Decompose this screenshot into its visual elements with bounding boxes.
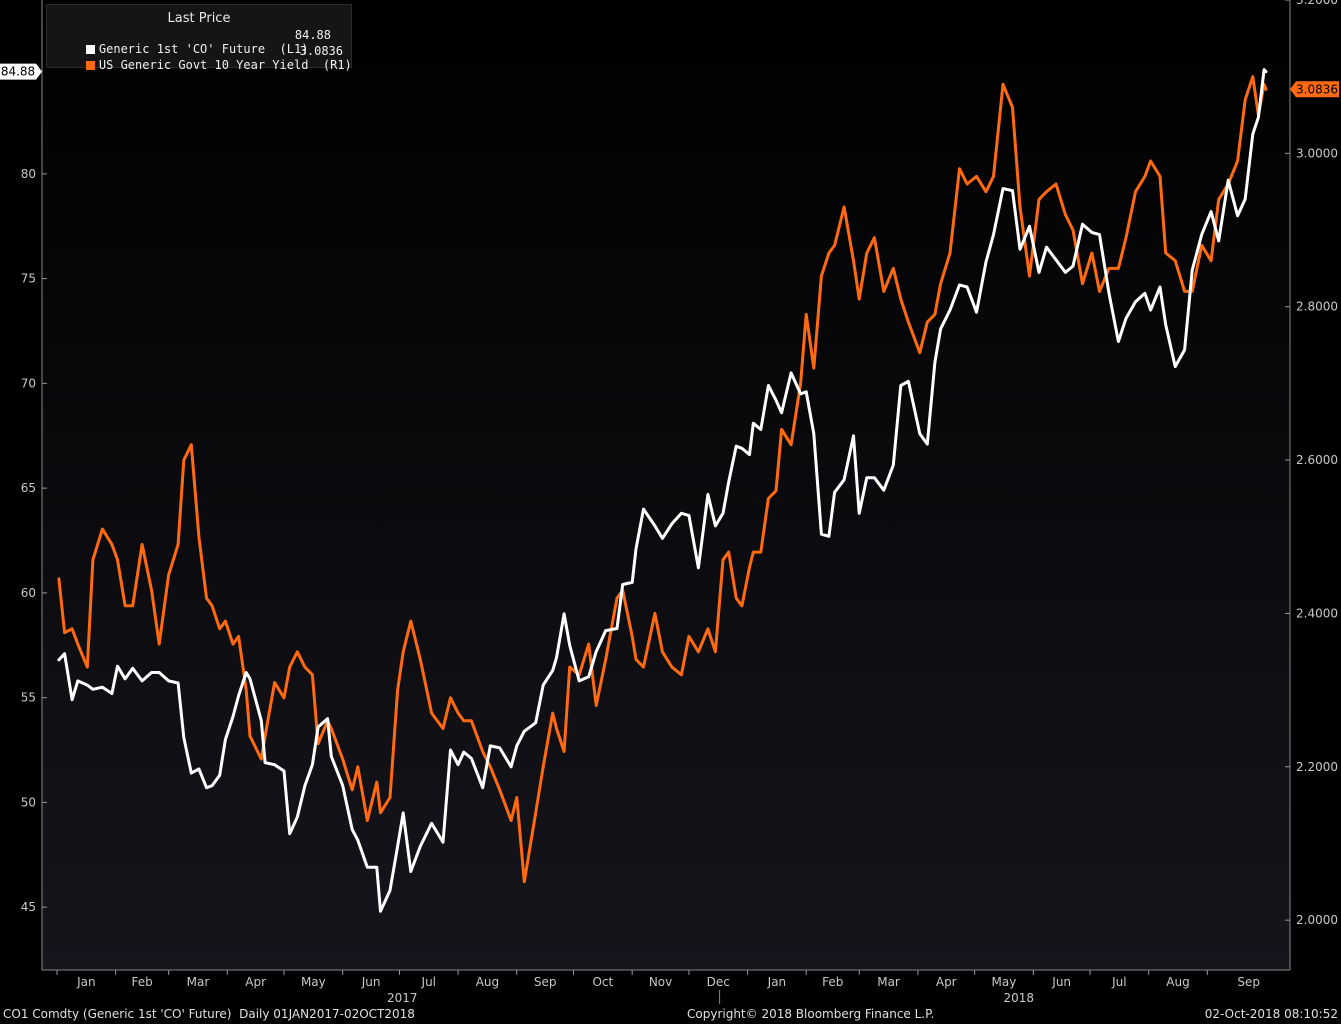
x-axis-ticks: Jan Feb Mar Apr May Jun Jul Aug Sep Oct Nov Dec Jan F…	[56, 970, 1260, 1005]
x-month-label: Jun	[361, 975, 381, 989]
plot-background	[42, 0, 1290, 970]
left-tick-label: 70	[21, 376, 36, 390]
left-tick-label: 80	[21, 167, 36, 181]
left-tick-label: 45	[21, 900, 36, 914]
x-month-label: Aug	[1166, 975, 1189, 989]
legend-entry-yield-value: 3.0836	[299, 44, 343, 58]
x-month-label: Sep	[1237, 975, 1260, 989]
last-value-labels: 84.88 3.0836	[0, 63, 1339, 98]
left-tick-label: 50	[21, 795, 36, 809]
right-last-value-label: 3.0836	[1296, 82, 1338, 96]
series-line-yield	[57, 75, 1268, 884]
x-month-label: Jan	[767, 975, 787, 989]
x-month-label: Aug	[476, 975, 499, 989]
legend-entry-yield: US Generic Govt 10 Year Yield (R1)	[57, 44, 352, 72]
right-axis-ticks: 2.0000 2.2000 2.4000 2.6000 2.8000 3.0000 3.20…	[1285, 0, 1338, 927]
right-tick-label: 3.0000	[1296, 146, 1338, 160]
right-tick-label: 2.2000	[1296, 760, 1338, 774]
left-tick-label: 55	[21, 691, 36, 705]
legend-swatch-orange	[85, 61, 95, 70]
legend-entry-brent: Generic 1st 'CO' Future (L1)	[57, 28, 308, 56]
x-month-label: Sep	[534, 975, 557, 989]
legend-entry-brent-name: Generic 1st 'CO' Future (L1)	[98, 42, 309, 56]
right-tick-label: 2.4000	[1296, 606, 1338, 620]
left-tick-label: 60	[21, 586, 36, 600]
legend-entry-brent-value: 84.88	[294, 28, 331, 42]
x-month-label: Jan	[76, 975, 96, 989]
x-month-label: May	[301, 975, 326, 989]
legend-title: Last Price	[167, 11, 231, 26]
series-layer	[57, 68, 1268, 913]
right-tick-label: 2.6000	[1296, 453, 1338, 467]
legend: Last Price Generic 1st 'CO' Future (L1) …	[46, 4, 352, 72]
left-last-value-box	[0, 63, 42, 80]
left-last-value-label: 84.88	[1, 65, 35, 79]
x-month-label: Apr	[245, 975, 266, 989]
footer-timestamp: 02-Oct-2018 08:10:52	[1204, 1007, 1338, 1021]
legend-entry-yield-name: US Generic Govt 10 Year Yield (R1)	[98, 58, 352, 72]
x-month-label: Mar	[187, 975, 210, 989]
series-line-brent	[57, 68, 1268, 913]
footer-copyright: Copyright© 2018 Bloomberg Finance L.P.	[687, 1007, 935, 1021]
left-tick-label: 65	[21, 481, 36, 495]
x-month-label: May	[992, 975, 1017, 989]
x-month-label: Jun	[1051, 975, 1071, 989]
x-month-label: Oct	[592, 975, 613, 989]
left-tick-label: 75	[21, 272, 36, 286]
legend-swatch-white	[85, 45, 95, 54]
x-month-label: Nov	[649, 975, 672, 989]
footer-security-info: CO1 Comdty (Generic 1st 'CO' Future) Dai…	[3, 1007, 415, 1021]
x-year-label: 2018	[1004, 991, 1035, 1005]
x-month-label: Jul	[421, 975, 436, 989]
x-month-label: Apr	[936, 975, 957, 989]
right-last-value-box	[1290, 81, 1339, 98]
left-axis-ticks: 45 50 55 60 65 70 75 80	[21, 167, 47, 914]
x-year-label: 2017	[387, 991, 418, 1005]
x-month-label: Mar	[877, 975, 900, 989]
right-tick-label: 2.0000	[1296, 913, 1338, 927]
x-month-label: Dec	[707, 975, 730, 989]
x-month-label: Feb	[822, 975, 843, 989]
x-month-label: Feb	[132, 975, 153, 989]
x-month-label: Jul	[1111, 975, 1126, 989]
right-tick-label: 2.8000	[1296, 300, 1338, 314]
right-tick-label: 3.2000	[1296, 0, 1338, 7]
